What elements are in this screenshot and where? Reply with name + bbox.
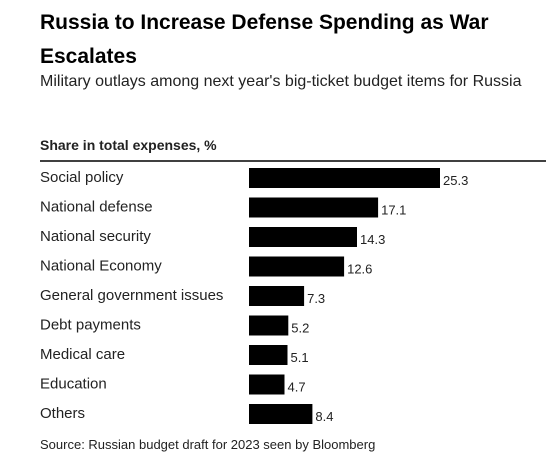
bar-debt-payments xyxy=(249,315,289,336)
category-label-medical-care: Medical care xyxy=(40,346,125,363)
bar-education xyxy=(249,374,285,395)
bar-medical-care xyxy=(249,345,288,365)
value-label-national-defense: 17.1 xyxy=(381,203,406,218)
value-label-general-government-issues: 7.3 xyxy=(307,291,325,306)
category-label-others: Others xyxy=(40,405,85,422)
value-label-education: 4.7 xyxy=(288,380,306,395)
category-label-national-economy: National Economy xyxy=(40,258,162,275)
bar-national-defense xyxy=(249,197,379,218)
category-label-debt-payments: Debt payments xyxy=(40,317,141,334)
value-label-national-security: 14.3 xyxy=(360,232,385,247)
chart-title: Russia to Increase Defense Spending as W… xyxy=(40,11,489,68)
chart-header: Share in total expenses, % xyxy=(40,137,217,153)
value-label-medical-care: 5.1 xyxy=(291,350,309,365)
bars-layer: Social policy 25.3 National defense 17.1 Nat… xyxy=(40,168,468,424)
value-label-social-policy: 25.3 xyxy=(443,173,468,188)
value-label-others: 8.4 xyxy=(315,409,333,424)
bar-general-government-issues xyxy=(249,286,305,306)
bar-national-economy xyxy=(249,256,345,277)
chart-subtitle: Military outlays among next year's big-t… xyxy=(40,73,522,90)
value-label-debt-payments: 5.2 xyxy=(291,321,309,336)
category-label-education: Education xyxy=(40,376,107,393)
category-label-general-government-issues: General government issues xyxy=(40,287,223,304)
bar-national-security xyxy=(249,227,357,247)
category-label-national-defense: National defense xyxy=(40,199,153,216)
bar-others xyxy=(249,404,313,424)
bar-social-policy xyxy=(249,168,440,188)
value-label-national-economy: 12.6 xyxy=(347,262,372,277)
chart-source: Source: Russian budget draft for 2023 se… xyxy=(40,437,376,452)
category-label-social-policy: Social policy xyxy=(40,169,124,186)
category-label-national-security: National security xyxy=(40,228,151,245)
